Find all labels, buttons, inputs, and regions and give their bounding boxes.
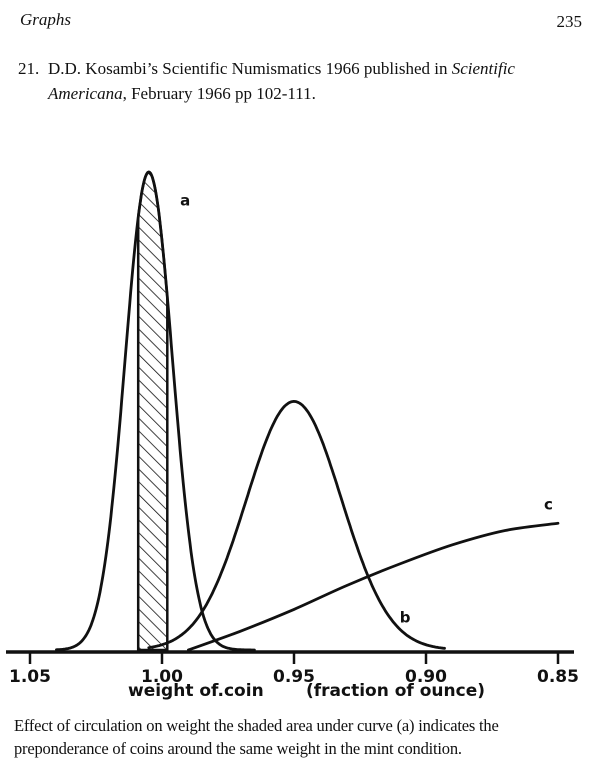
curve-label-c: c — [544, 495, 553, 513]
curve-b — [147, 400, 446, 650]
x-tick-label: 0.85 — [537, 667, 579, 687]
reference-journal: Scientific Americana — [48, 59, 515, 103]
x-tick-label: 0.95 — [273, 667, 315, 687]
running-head: Graphs 235 — [20, 10, 582, 34]
x-axis-unit: (fraction of ounce) — [306, 681, 485, 701]
x-tick-label: 0.90 — [405, 667, 447, 687]
curve-label-a: a — [180, 192, 190, 210]
reference-entry: 21. D.D. Kosambi’s Scientific Numismatic… — [18, 56, 588, 106]
curve-layer: a b c — [55, 170, 560, 652]
reference-text: D.D. Kosambi’s Scientific Numismatics 19… — [48, 56, 588, 106]
figure-caption: Effect of circulation on weight the shad… — [14, 716, 499, 758]
page-number: 235 — [556, 12, 583, 31]
curve-label-b: b — [400, 609, 411, 627]
x-axis-ticks: 1.05 1.00 0.95 0.90 0.85 — [9, 652, 579, 687]
x-tick-label: 1.00 — [141, 667, 183, 687]
reference-number: 21. — [18, 59, 40, 78]
curve-c — [187, 521, 560, 652]
x-tick-label: 1.05 — [9, 667, 51, 687]
reference-text-before: D.D. Kosambi’s Scientific Numismatics 19… — [48, 59, 452, 78]
curve-a — [55, 170, 256, 652]
reference-text-after: , February 1966 pp 102-111. — [122, 84, 316, 103]
distribution-chart: abc 1.05 1.00 0.95 0.90 0.85 weight of.coin … — [6, 170, 579, 701]
section-title: Graphs — [20, 10, 72, 29]
x-axis-label: weight of.coin — [128, 681, 264, 701]
